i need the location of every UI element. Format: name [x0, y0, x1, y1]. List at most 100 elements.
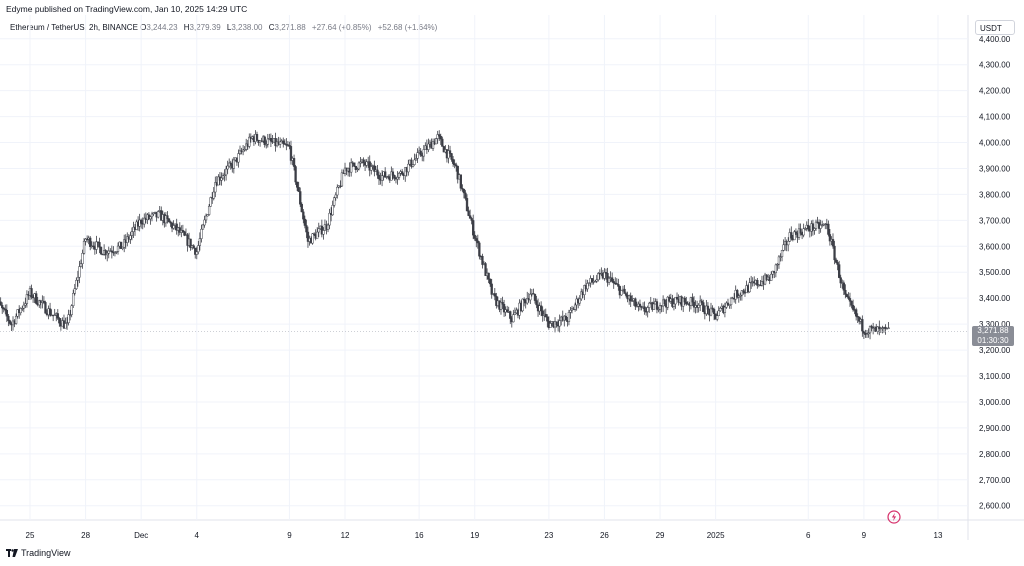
candle [79, 259, 83, 268]
time-tick-label: 23 [544, 531, 553, 540]
candle-body [776, 263, 779, 266]
candle [709, 302, 713, 317]
price-axis[interactable]: 4,400.00 4,300.00 4,200.00 4,100.00 4,000.00… [979, 35, 1011, 511]
candle-body [834, 259, 838, 263]
candle [828, 228, 832, 246]
candle-body [472, 220, 475, 236]
candle [481, 253, 484, 269]
candle [881, 325, 884, 334]
candle-body [152, 212, 155, 215]
candle [4, 304, 7, 315]
candle-body [851, 304, 855, 310]
candle [672, 297, 676, 311]
candle [546, 314, 549, 328]
candle [442, 145, 446, 153]
candle [106, 250, 109, 262]
candle-body [674, 296, 677, 305]
candle-body [95, 241, 98, 250]
candle-body [384, 171, 387, 178]
candle-body [691, 297, 694, 303]
candle-body [113, 252, 117, 254]
candle [838, 260, 841, 279]
candle-body [14, 316, 18, 324]
candle [539, 301, 543, 317]
candle-body [615, 283, 618, 285]
candle-body [804, 228, 807, 230]
candle-body [567, 312, 571, 322]
candle-body [442, 146, 446, 153]
candle [580, 288, 583, 301]
candle-body [777, 256, 781, 265]
candle-body [484, 263, 487, 276]
tradingview-logo[interactable]: TradingView [6, 548, 71, 558]
candle-body [189, 238, 192, 248]
candle [867, 328, 870, 338]
symbol-name[interactable]: Ethereum / TetherUS, 2h, BINANCE [10, 23, 138, 32]
candle-body [586, 283, 589, 290]
time-axis[interactable]: 25 28 Dec 4 9 12 16 19 23 26 29 2025 6 9 13 [26, 531, 943, 540]
candle-body [203, 219, 206, 226]
high-label: H [183, 23, 190, 32]
candle-body [149, 216, 152, 220]
candle-body [391, 171, 395, 176]
time-tick-label: 16 [415, 531, 424, 540]
candle-body [104, 250, 107, 256]
candle [544, 308, 547, 318]
candle [850, 300, 853, 309]
price-tick-label: 3,600.00 [979, 242, 1011, 251]
candle [126, 232, 129, 247]
candle-body [299, 191, 302, 205]
candle-body [334, 194, 337, 198]
candle [842, 280, 845, 296]
candle [410, 157, 413, 169]
candle-body [819, 225, 822, 229]
candle-body [643, 306, 646, 312]
candle [790, 226, 793, 241]
grid-layer [0, 15, 1024, 540]
candle [743, 288, 747, 297]
candle-body [214, 182, 217, 193]
candle-body [705, 305, 708, 315]
candle-body [237, 153, 240, 163]
candle [451, 156, 455, 167]
candle-body [583, 285, 586, 295]
candle-body [4, 308, 7, 311]
candle-body [729, 297, 733, 306]
candle [336, 184, 339, 199]
candle [499, 298, 503, 315]
price-tick-label: 4,000.00 [979, 139, 1011, 148]
candle [183, 230, 186, 237]
candle-body [887, 327, 890, 329]
candle [172, 220, 175, 230]
candle [453, 159, 456, 169]
open-label: O [140, 23, 147, 32]
candle [167, 218, 171, 223]
currency-selector[interactable]: USDT [975, 20, 1015, 35]
candle-body [620, 290, 623, 296]
candle [121, 246, 124, 251]
close-label: C [268, 23, 275, 32]
candle [203, 215, 206, 228]
candle [195, 246, 198, 260]
candle-body [652, 303, 656, 310]
candle-body [623, 288, 626, 294]
candle [712, 307, 716, 321]
time-tick-label: 2025 [707, 531, 725, 540]
candle [782, 239, 785, 252]
candle-body [848, 298, 852, 302]
lightning-icon[interactable] [887, 510, 901, 524]
candle-body [597, 273, 600, 281]
candle [464, 190, 467, 201]
candle [456, 165, 459, 184]
candle [25, 290, 29, 308]
candle-body [648, 302, 651, 308]
price-tick-label: 3,900.00 [979, 164, 1011, 173]
candle [152, 212, 155, 216]
candle [30, 284, 33, 300]
candle [166, 211, 169, 224]
candle-body [326, 224, 330, 230]
candle [501, 296, 504, 310]
price-tick-label: 3,300.00 [979, 320, 1011, 329]
candle [331, 200, 334, 216]
